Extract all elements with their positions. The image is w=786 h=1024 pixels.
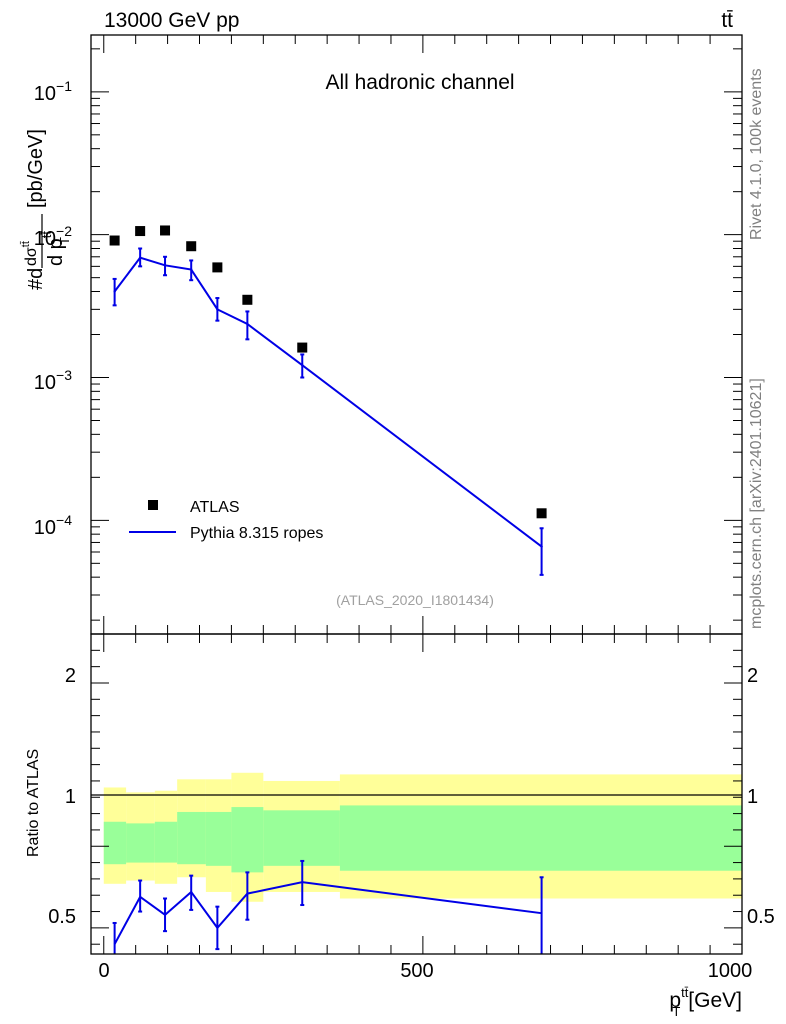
tick-exp: −4 [56,512,72,528]
tick-base: 10 [34,517,56,539]
ratio-y-tick-label-1-right: 1 [747,786,758,808]
ratio-band-inner [177,811,206,865]
y-title-units: [pb/GeV] [25,129,47,208]
atlas-data-marker [109,235,120,246]
x-tick-label-1000: 1000 [708,960,753,982]
x-title-units: [GeV] [688,989,742,1012]
atlas-data-marker [297,342,308,353]
pythia-point [246,322,249,326]
ratio-pythia-line [113,881,542,945]
ratio-axis-ticks [91,634,743,954]
ratio-y-tick-label-0.5-left: 0.5 [48,906,76,928]
ratio-y-axis-title: Ratio to ATLAS [25,749,42,857]
main-chart-title: All hadronic channel [325,71,514,94]
legend: ATLAS Pythia 8.315 ropes [129,499,323,542]
y-title-numerator: dσ [23,247,40,266]
svg-text:10−3: 10−3 [34,367,72,394]
ratio-band-inner [103,821,127,865]
ratio-series-layer [112,859,544,954]
pythia-point [163,264,167,267]
svg-text:10−4: 10−4 [34,512,72,539]
pythia-point [301,363,304,367]
tick-exp: −1 [56,78,72,94]
ratio-band-inner [126,823,155,863]
atlas-data-marker [135,226,146,237]
pythia-point [113,290,116,293]
ratio-y-tick-label-2-right: 2 [747,665,758,687]
atlas-data-marker [242,294,253,305]
legend-label-atlas: ATLAS [190,499,240,516]
ratio-band-inner [154,821,178,863]
x-title-main: p [669,989,681,1012]
y-title-denominator-sup: tt̄ [39,231,54,239]
tick-base: 10 [34,228,56,250]
y-title-denominator: d p [45,238,67,266]
tick-exp: −3 [56,367,72,383]
ratio-plot-frame [90,633,743,955]
x-title-sup: tt̄ [681,985,689,1000]
tick-base: 10 [34,83,56,105]
energy-label: 13000 GeV pp [104,9,239,32]
atlas-data-marker [186,241,197,252]
pythia-point [216,308,219,311]
main-y-axis-title: #d dσtt̄ d ptt̄T [pb/GeV] [20,129,72,290]
y-title-prefix: #d [25,268,47,290]
pythia-point [540,545,543,548]
process-label: tt̄ [721,9,733,32]
y-title-numerator-sup: tt̄ [20,241,32,247]
side-version-label: Rivet 4.1.0, 100k events [748,68,765,240]
ratio-band-inner [231,807,264,873]
ratio-y-tick-label-1-left: 1 [65,786,76,808]
y-tick-label-1e-2: 10−2 [34,223,72,250]
pythia-point [138,256,142,259]
analysis-label: (ATLAS_2020_I1801434) [336,592,494,608]
pythia-line [113,256,543,548]
ratio-y-tick-label-0.5-right: 0.5 [747,906,775,928]
x-tick-label-0: 0 [98,960,109,982]
ratio-panel: 2 1 0.5 2 1 0.5 0 500 1000 Ratio to ATLA… [25,633,775,1019]
main-panel: All hadronic channel (ATLAS_2020_I180143… [20,34,743,635]
atlas-data-marker [536,508,547,519]
pythia-point [190,268,193,271]
legend-marker-atlas [148,500,158,510]
svg-text:10−1: 10−1 [34,78,72,105]
atlas-data-marker [212,262,223,273]
y-tick-label-1e-1: 10−1 [34,78,72,105]
ratio-band-inner [205,811,232,866]
svg-text:[pb/GeV]: [pb/GeV] [25,129,47,208]
tick-exp: −2 [56,223,72,239]
side-source-label: mcplots.cern.ch [arXiv:2401.10621] [748,378,765,629]
ratio-uncertainty-bands [103,772,742,902]
x-axis-title: ptt̄ T [GeV] [669,985,742,1019]
ratio-band-inner [339,805,742,871]
y-tick-label-1e-4: 10−4 [34,512,72,539]
atlas-data-marker [160,225,171,236]
ratio-band-inner [263,810,340,866]
legend-label-pythia: Pythia 8.315 ropes [190,525,323,542]
tick-base: 10 [34,372,56,394]
svg-text:d ptt̄T: d ptt̄T [39,231,72,266]
y-title-denominator-sub: T [57,237,72,245]
svg-text:dσtt̄: dσtt̄ [20,241,40,266]
main-plot-frame [90,34,743,635]
main-series-layer [109,225,547,576]
x-title-sub: T [672,1004,680,1019]
main-axis-ticks [91,35,743,634]
x-tick-label-500: 500 [400,960,433,982]
svg-text:10−2: 10−2 [34,223,72,250]
svg-text:#d: #d [25,268,47,290]
ratio-y-tick-label-2-left: 2 [65,665,76,687]
y-tick-label-1e-3: 10−3 [34,367,72,394]
